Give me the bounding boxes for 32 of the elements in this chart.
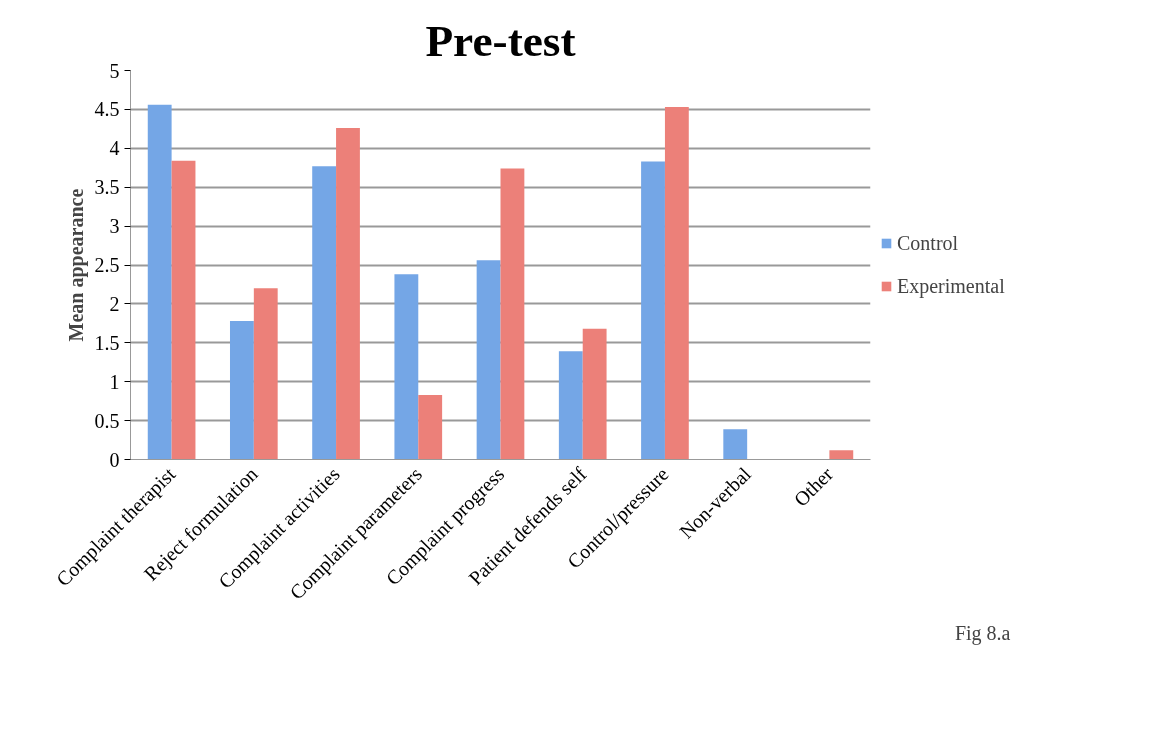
bar (500, 168, 525, 460)
bar (418, 394, 443, 460)
chart-title: Pre-test (425, 15, 576, 66)
y-tick-label: 3.5 (94, 176, 120, 199)
bar (312, 166, 337, 460)
y-tick-label: 1.5 (94, 331, 120, 354)
bar (723, 429, 748, 460)
bar (147, 104, 172, 460)
bar (253, 288, 278, 460)
y-tick-label: 2 (109, 292, 120, 315)
y-tick-label: 4.5 (94, 98, 120, 121)
bar (641, 161, 665, 460)
y-tick-label: 0.5 (94, 409, 120, 432)
y-tick-label: 3 (109, 215, 120, 238)
y-tick-label: 4 (109, 137, 120, 160)
bar (558, 351, 583, 460)
bar (394, 274, 419, 460)
bar (336, 128, 360, 460)
bar (476, 260, 501, 460)
caption: Fig 8.a (954, 621, 1011, 645)
legend-label: Experimental (897, 274, 1005, 298)
legend-label: Control (897, 231, 959, 255)
bar (171, 160, 196, 460)
y-axis-title: Mean appearance (64, 188, 88, 342)
bar (582, 328, 607, 460)
bar (229, 321, 254, 460)
bar (829, 450, 854, 460)
bar (664, 107, 689, 460)
y-tick-label: 5 (109, 59, 120, 82)
y-tick-label: 1 (109, 370, 120, 393)
y-tick-label: 0 (109, 448, 120, 471)
y-tick-label: 2.5 (94, 254, 120, 276)
